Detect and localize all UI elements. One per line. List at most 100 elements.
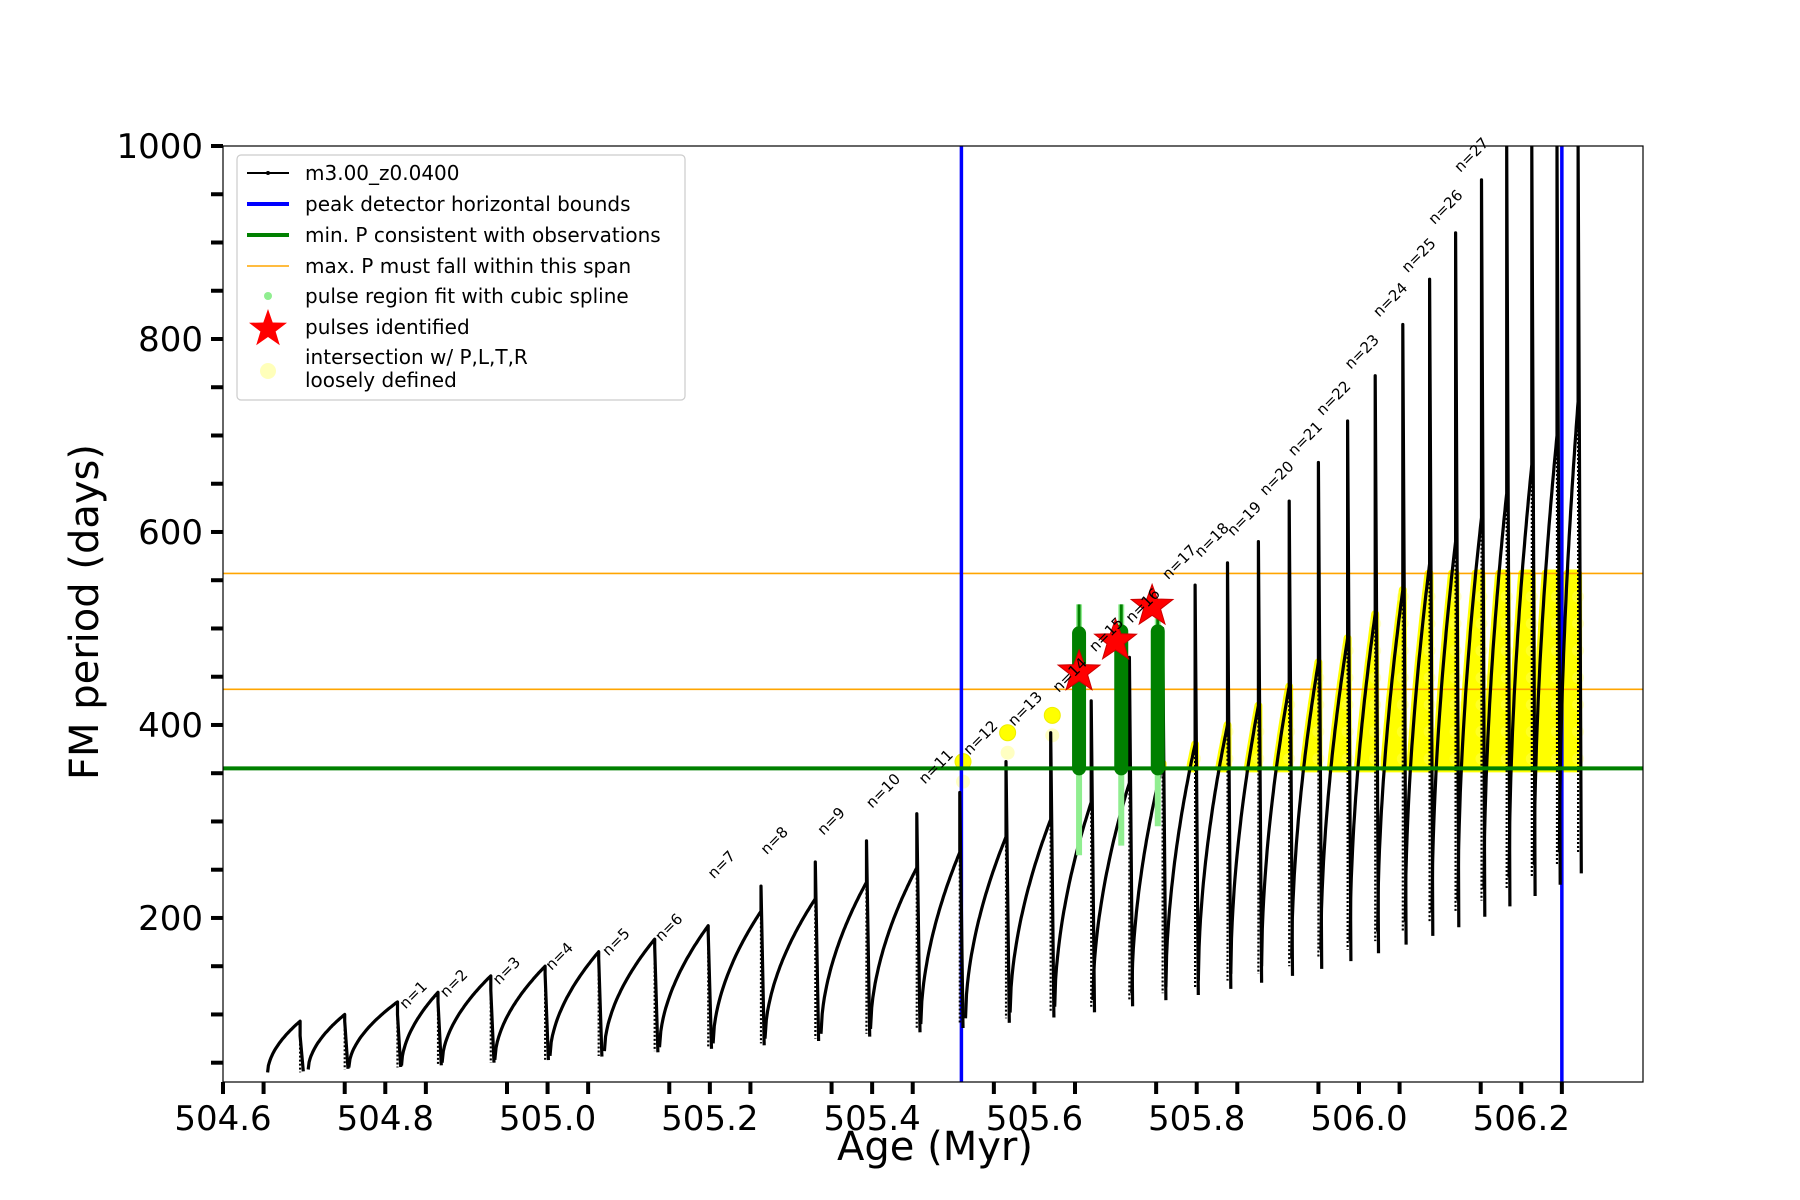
series-cycle <box>1456 178 1487 917</box>
series-cycle <box>440 974 496 1063</box>
loose-intersection-point <box>1449 617 1462 630</box>
series-cycle <box>347 1000 403 1068</box>
loose-intersection-point <box>1341 725 1354 738</box>
series-cycle <box>1532 146 1562 885</box>
series-cycle <box>1053 699 1097 1013</box>
pulse-label: n=2 <box>436 966 471 1001</box>
y-tick-label: 400 <box>138 706 203 746</box>
pulse-label: n=20 <box>1256 457 1298 499</box>
intersection-point <box>999 724 1017 742</box>
series-cycle <box>657 924 714 1049</box>
series-cycle <box>548 950 604 1057</box>
loose-intersection-point <box>1396 725 1409 738</box>
x-tick-label: 505.8 <box>1148 1099 1245 1139</box>
series-cycle <box>602 937 660 1053</box>
y-tick-label: 1000 <box>116 127 203 167</box>
series-cycle <box>1290 460 1324 969</box>
series-cycle <box>1348 374 1381 954</box>
legend-handle-star <box>249 309 287 346</box>
loose-intersection-point <box>1525 590 1538 603</box>
loose-intersection-point <box>1423 671 1436 684</box>
legend-label: pulse region fit with cubic spline <box>305 284 629 308</box>
loose-intersection-point <box>1500 671 1513 684</box>
series-cycle <box>1319 419 1353 962</box>
series-cycle <box>1482 146 1512 907</box>
legend-handle-dot <box>264 292 272 300</box>
x-tick-label: 505.4 <box>823 1099 920 1139</box>
series-cycle <box>1403 277 1435 936</box>
x-tick-label: 505.2 <box>661 1099 758 1139</box>
pulse-label: n=7 <box>704 847 739 882</box>
legend-label: loosely defined <box>305 368 457 392</box>
pulse-identified-3 <box>1129 582 1175 626</box>
series-cycle <box>1376 322 1408 945</box>
pulse-label: n=24 <box>1369 279 1411 321</box>
pulse-label: n=26 <box>1425 186 1467 228</box>
series-cycle <box>399 990 443 1066</box>
intersection-region <box>1432 569 1460 773</box>
loose-intersection-point <box>1369 752 1382 765</box>
loose-intersection-point <box>1572 671 1585 684</box>
y-axis-label: FM period (days) <box>62 444 108 780</box>
x-axis-label: Age (Myr) <box>837 1124 1033 1170</box>
pulse-label: n=13 <box>1004 688 1046 730</box>
series-cycle <box>1229 540 1264 983</box>
loose-intersection-point <box>1475 644 1488 657</box>
pulse-label: n=23 <box>1341 331 1383 373</box>
x-tick-label: 505.0 <box>499 1099 596 1139</box>
plot-frame <box>222 145 1644 1083</box>
loose-intersection-point <box>1341 698 1354 711</box>
series-cycle <box>266 1019 305 1073</box>
pulse-identified-2 <box>1093 617 1138 661</box>
y-tick-label: 800 <box>138 320 203 360</box>
pulse-label: n=6 <box>651 910 686 945</box>
legend-label: pulses identified <box>305 315 470 339</box>
x-tick-label: 504.6 <box>174 1099 271 1139</box>
loose-intersection-point <box>1572 590 1585 603</box>
series-cycle <box>711 884 766 1046</box>
series-cycle <box>963 760 1011 1023</box>
series-cycle <box>493 964 550 1061</box>
y-tick-label: 600 <box>138 513 203 553</box>
pulse-label: n=3 <box>489 953 524 988</box>
pulse-label: n=5 <box>599 924 634 959</box>
pulse-label: n=22 <box>1313 377 1355 419</box>
pulse-label: n=8 <box>757 823 792 858</box>
series-cycle <box>1557 146 1583 874</box>
pulse-label: n=12 <box>960 717 1002 759</box>
series-cycle <box>868 812 922 1033</box>
pulses-layer <box>1056 582 1175 691</box>
legend-label: min. P consistent with observations <box>305 223 661 247</box>
legend-label: m3.00_z0.0400 <box>305 161 460 185</box>
pulse-identified-1 <box>1056 648 1102 691</box>
series-cycle <box>919 790 965 1029</box>
series-cycle <box>1091 655 1135 1007</box>
loose-intersection-point <box>1423 644 1436 657</box>
pulse-label: n=19 <box>1223 498 1265 540</box>
legend-box <box>236 154 686 401</box>
intersection-point <box>1043 706 1061 724</box>
x-tick-label: 506.2 <box>1473 1099 1570 1139</box>
series-cycle <box>819 839 872 1037</box>
series-cycle <box>763 860 821 1042</box>
pulse-label: n=10 <box>862 770 904 812</box>
y-tick-label: 200 <box>138 899 203 939</box>
pulse-label: n=4 <box>542 939 577 974</box>
legend-label: max. P must fall within this span <box>305 254 631 278</box>
legend-handle-marker <box>266 171 270 175</box>
pulse-label: n=27 <box>1451 134 1493 176</box>
legend-label: intersection w/ P,L,T,R <box>305 345 528 369</box>
series-cycle <box>306 1012 350 1070</box>
x-tick-label: 504.8 <box>337 1099 434 1139</box>
series-cycle <box>1507 146 1537 897</box>
pulse-label: n=21 <box>1284 418 1326 460</box>
x-tick-label: 506.0 <box>1310 1099 1407 1139</box>
loose-intersection-point <box>1572 698 1585 711</box>
pulse-label: n=25 <box>1398 234 1440 276</box>
loose-intersection-point <box>1000 745 1015 760</box>
series-cycle <box>1196 561 1233 989</box>
axes-layer: 504.6 504.8 505.0 505.2 505.4 505.6 505.8 506.0… <box>116 127 1644 1139</box>
